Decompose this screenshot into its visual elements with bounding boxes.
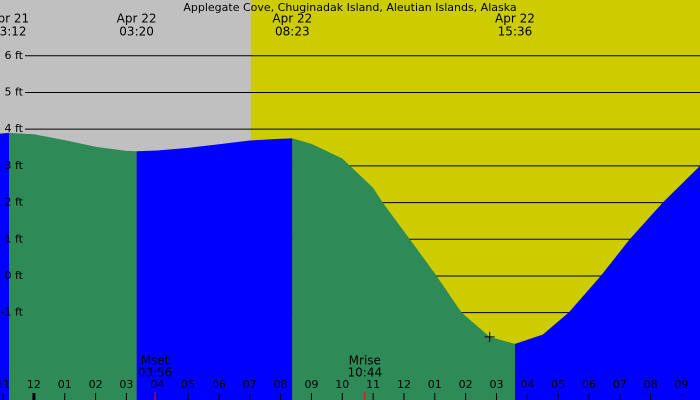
y-tick-label: -1 ft [1, 306, 24, 319]
y-tick-label: 5 ft [5, 85, 24, 98]
x-tick-label: 07 [613, 378, 627, 391]
rising-tide [514, 165, 700, 400]
event-time: 23:12 [0, 25, 27, 39]
x-tick-label: 05 [181, 378, 195, 391]
moon-time: 03:56 [138, 366, 173, 380]
event-time: 15:36 [498, 25, 533, 39]
x-tick-label: 06 [212, 378, 226, 391]
y-tick-label: 1 ft [5, 232, 24, 245]
x-tick-label: 06 [582, 378, 596, 391]
y-tick-label: 0 ft [5, 269, 24, 282]
x-tick-label: 02 [89, 378, 103, 391]
x-tick-label: 03 [489, 378, 503, 391]
x-tick-label: 08 [274, 378, 288, 391]
event-date: Apr 21 [0, 12, 29, 26]
x-tick-label: 12 [27, 378, 41, 391]
labels: 6 ft 5 ft 4 ft 3 ft 2 ft 1 ft 0 ft -1 ft Apr 212… [0, 12, 688, 400]
x-tick-label: 12 [397, 378, 411, 391]
chart-title: Applegate Cove, Chuginadak Island, Aleut… [183, 1, 516, 14]
x-tick-label: 02 [459, 378, 473, 391]
moon-label: Mrise [349, 354, 381, 368]
event-time: 03:20 [119, 25, 154, 39]
x-tick-label: 11 [366, 378, 380, 391]
y-tick-label: 2 ft [5, 196, 24, 209]
y-tick-label: 3 ft [5, 159, 24, 172]
x-tick-label: 09 [674, 378, 688, 391]
x-tick-label: 09 [304, 378, 318, 391]
current-marker [484, 331, 495, 342]
event-date: Apr 22 [495, 12, 535, 26]
x-tick-label: 07 [243, 378, 257, 391]
y-tick-label: 6 ft [5, 49, 24, 62]
x-tick-label: 10 [335, 378, 349, 391]
x-tick-label: 08 [644, 378, 658, 391]
x-tick-label: 05 [551, 378, 565, 391]
x-tick-label: 04 [150, 378, 164, 391]
event-time: 08:23 [275, 25, 310, 39]
moon-time: 10:44 [348, 366, 383, 380]
rising-tide [0, 132, 10, 400]
x-tick-label: 11 [0, 378, 10, 391]
x-tick-label: 04 [520, 378, 534, 391]
x-tick-label: 01 [428, 378, 442, 391]
falling-tide [9, 132, 137, 400]
y-tick-label: 4 ft [5, 122, 24, 135]
x-tick-label: 03 [119, 378, 133, 391]
x-tick-label: 01 [58, 378, 72, 391]
moon-label: Mset [141, 354, 170, 368]
falling-tide [292, 138, 515, 400]
tide-area [0, 132, 700, 400]
rising-tide [136, 138, 293, 400]
event-date: Apr 22 [272, 12, 312, 26]
event-date: Apr 22 [117, 12, 157, 26]
